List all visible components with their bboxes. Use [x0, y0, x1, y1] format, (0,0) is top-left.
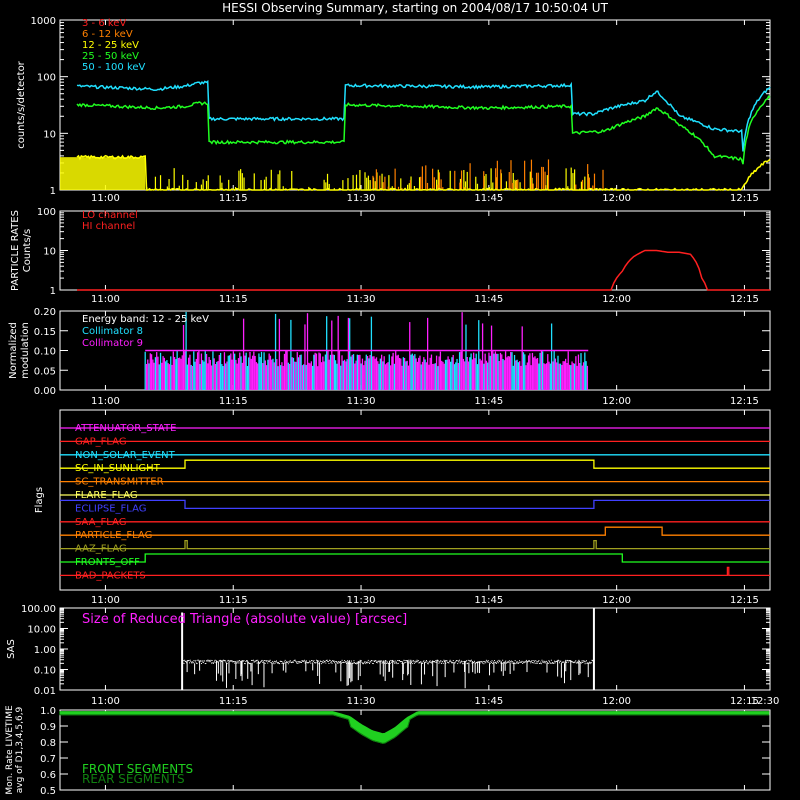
flag-trace — [60, 459, 770, 469]
particle-rates-xtick-label: 11:15 — [219, 294, 248, 305]
count-rates-series-line — [76, 79, 771, 152]
flags-xtick-label: 11:15 — [219, 595, 248, 606]
flag-label: ECLIPSE_FLAG — [75, 503, 146, 514]
flags-ylabel: Flags — [34, 487, 45, 513]
particle-rates-xtick-label: 12:15 — [730, 294, 759, 305]
count-rates-xtick-label: 12:15 — [730, 193, 759, 204]
count-rates-ylabel: counts/s/detector — [16, 60, 27, 148]
count-rates-series-line — [76, 154, 771, 192]
count-rates-ytick-label: 10 — [43, 129, 56, 140]
particle-rates-series-line — [77, 249, 770, 291]
modulation-ytick-label: 0.00 — [34, 386, 56, 397]
modulation-legend-entry: Collimator 9 — [82, 338, 143, 349]
flags-xtick-label: 12:00 — [602, 595, 631, 606]
modulation-ytick-label: 0.20 — [34, 307, 56, 318]
count-rates-legend-entry: 25 - 50 keV — [82, 51, 139, 62]
flags-xtick-label: 11:30 — [347, 595, 376, 606]
sas-xtick-label: 12:00 — [602, 696, 631, 707]
sas-ytick-label: 1.00 — [34, 645, 56, 656]
particle-rates-xtick-label: 11:45 — [474, 294, 503, 305]
count-rates-xtick-label: 11:15 — [219, 193, 248, 204]
particle-rates-xtick-label: 11:00 — [91, 294, 120, 305]
count-rates-frame — [59, 19, 771, 191]
livetime-ytick-label: 0.6 — [40, 770, 56, 781]
modulation-ytick-label: 0.05 — [34, 366, 56, 377]
count-rates-ytick-label: 1000 — [31, 16, 56, 27]
particle-rates-frame — [59, 210, 771, 291]
modulation-xtick-label: 11:15 — [219, 396, 248, 407]
particle-rates-xtick-label: 11:30 — [347, 294, 376, 305]
particle-rates-ytick-label: 100 — [37, 207, 56, 218]
sas-ylabel: SAS — [6, 639, 17, 659]
sas-xtick-label: 11:45 — [474, 696, 503, 707]
livetime-rear-line — [60, 714, 769, 744]
modulation-xtick-label: 11:30 — [347, 396, 376, 407]
livetime-ytick-label: 1.0 — [40, 706, 56, 717]
modulation-ylabel-2: modulation — [20, 322, 31, 379]
particle-rates-ylabel: PARTICLE RATES — [10, 210, 21, 291]
sas-xtick-label: 11:00 — [91, 696, 120, 707]
livetime-ytick-label: 0.8 — [40, 738, 56, 749]
particle-rates-ylabel-unit: Counts/s — [22, 229, 33, 273]
sas-xtick-label-end: 12:30 — [751, 696, 780, 707]
count-rates-legend-entry: 50 - 100 keV — [82, 62, 146, 73]
modulation-xtick-label: 11:45 — [474, 396, 503, 407]
modulation-annotation: Energy band: 12 - 25 keV — [82, 314, 209, 325]
livetime-legend-front: FRONT SEGMENTS — [82, 762, 193, 776]
livetime-ylabel-2: avg of D1,3,4,5,6,9 — [15, 706, 25, 793]
modulation-xtick-label: 11:00 — [91, 396, 120, 407]
particle-rates-ytick-label: 10 — [43, 247, 56, 258]
particle-rates-legend-entry: HI channel — [82, 221, 135, 232]
sas-ytick-label: 0.10 — [34, 666, 56, 677]
count-rates-legend-entry: 12 - 25 keV — [82, 40, 139, 51]
count-rates-ytick-label: 1 — [50, 186, 56, 197]
count-rates-xtick-label: 12:00 — [602, 193, 631, 204]
count-rates-xtick-label: 11:00 — [91, 193, 120, 204]
count-rates-legend-entry: 6 - 12 keV — [82, 29, 133, 40]
livetime-ytick-label: 0.9 — [40, 722, 56, 733]
flags-xtick-label: 12:15 — [730, 595, 759, 606]
particle-rates-ytick-label: 1 — [50, 286, 56, 297]
particle-rates-legend-entry: LO channel — [82, 210, 138, 221]
count-rates-series-line — [76, 95, 771, 165]
count-rates-legend-entry: 3 - 6 keV — [82, 18, 126, 29]
count-rates-yellow-block — [60, 157, 146, 190]
flags-xtick-label: 11:00 — [91, 595, 120, 606]
livetime-ylabel: Mon. Rate LIVETIME — [5, 705, 15, 795]
sas-xtick-label: 11:15 — [219, 696, 248, 707]
sas-xtick-label: 11:30 — [347, 696, 376, 707]
sas-ytick-label: 100.00 — [21, 604, 56, 615]
flag-trace — [60, 539, 770, 550]
modulation-xtick-label: 12:00 — [602, 396, 631, 407]
flag-trace — [60, 566, 770, 577]
sas-ytick-label: 10.00 — [27, 625, 56, 636]
modulation-ytick-label: 0.15 — [34, 327, 56, 338]
particle-rates-xtick-label: 12:00 — [602, 294, 631, 305]
modulation-legend-entry: Collimator 8 — [82, 326, 143, 337]
livetime-frame — [59, 709, 771, 791]
livetime-ytick-label: 0.7 — [40, 754, 56, 765]
sas-label: Size of Reduced Triangle (absolute value… — [82, 612, 407, 627]
modulation-ytick-label: 0.10 — [34, 347, 56, 358]
sas-ytick-label: 0.01 — [34, 686, 56, 697]
figure-title: HESSI Observing Summary, starting on 200… — [222, 1, 608, 15]
flags-xtick-label: 11:45 — [474, 595, 503, 606]
flag-trace — [60, 499, 770, 510]
livetime-legend-rear: REAR SEGMENTS — [82, 772, 185, 786]
modulation-xtick-label: 12:15 — [730, 396, 759, 407]
flag-trace — [60, 553, 770, 563]
count-rates-xtick-label: 11:45 — [474, 193, 503, 204]
count-rates-xtick-label: 11:30 — [347, 193, 376, 204]
livetime-ytick-label: 0.5 — [40, 786, 56, 797]
modulation-ylabel: Normalized — [8, 322, 19, 379]
flag-trace — [60, 526, 770, 536]
count-rates-ytick-label: 100 — [37, 73, 56, 84]
sas-xtick-label: 12:15 — [730, 696, 759, 707]
